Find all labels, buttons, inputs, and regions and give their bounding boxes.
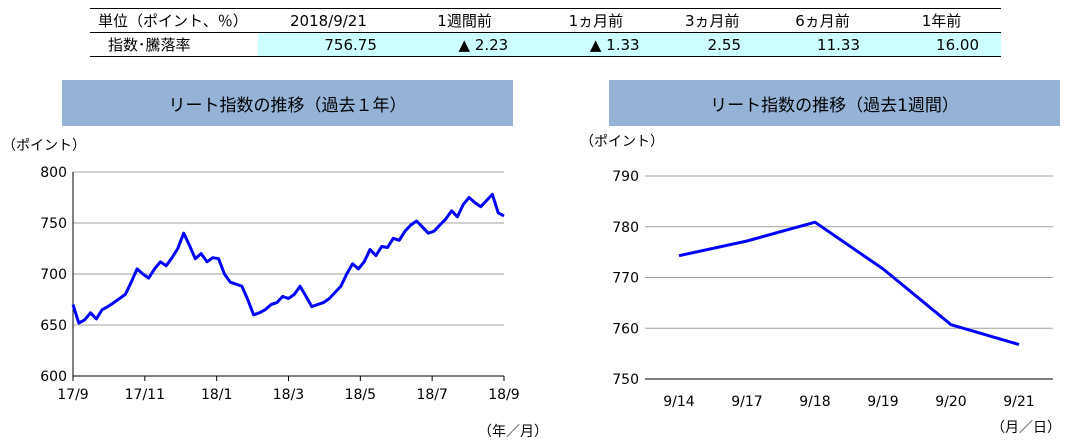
summary-row-label: 指数･騰落率 <box>90 32 258 57</box>
summary-header-6m: 6ヵ月前 <box>763 8 882 33</box>
summary-value-6m: 11.33 <box>763 32 882 57</box>
chart-1w-ytick-label: 770 <box>612 271 639 287</box>
chart-1w-xtick-label: 9/21 <box>1003 394 1034 410</box>
chart-1y-xtick-label: 18/5 <box>345 387 376 403</box>
chart-1y-ytick-label: 650 <box>40 318 67 334</box>
chart-1y-xtick-label: 17/11 <box>125 387 165 403</box>
chart-title-1w: リート指数の推移（過去1週間） <box>609 80 1060 126</box>
chart-1w-series-line <box>678 220 1020 346</box>
summary-header-unit: 単位（ポイント、％） <box>90 8 258 33</box>
chart-1y-xtick-label: 17/9 <box>57 387 88 403</box>
summary-header-1y: 1年前 <box>882 8 1001 33</box>
chart-1w-xtick-label: 9/14 <box>663 394 695 410</box>
chart-1y-series-line <box>71 192 505 325</box>
chart-1y-xtick-label: 18/7 <box>416 387 447 403</box>
chart-1w-ytick-label: 790 <box>612 169 639 185</box>
chart-1y-xtick-label: 18/9 <box>488 387 519 403</box>
summary-header-1w: 1週間前 <box>398 8 531 33</box>
summary-value-1w: ▲ 2.23 <box>398 32 531 57</box>
summary-value-1y: 16.00 <box>882 32 1001 57</box>
chart-1y-ytick-label: 700 <box>40 267 67 283</box>
chart-1y: （ポイント） （年／月） 600 650 700 750 800 17/9 17/11 18/… <box>2 138 545 440</box>
chart-1w: （ポイント） （月／日） 750 760 770 780 790 9/14 9/17 9/18… <box>580 134 1061 436</box>
summary-value-index: 756.75 <box>258 32 399 57</box>
summary-header-3m: 3ヵ月前 <box>661 8 764 33</box>
chart-1y-ytick-label: 600 <box>40 369 67 385</box>
chart-1y-xtick-label: 18/3 <box>273 387 304 403</box>
chart-1w-ylabel: （ポイント） <box>580 134 664 150</box>
summary-value-3m: 2.55 <box>661 32 764 57</box>
summary-header-date: 2018/9/21 <box>258 8 399 33</box>
chart-1y-ytick-label: 750 <box>40 216 67 232</box>
chart-1w-xtick-label: 9/19 <box>867 394 898 410</box>
chart-1y-xtick-label: 18/1 <box>201 387 232 403</box>
chart-1w-ytick-label: 780 <box>612 220 639 236</box>
chart-title-1y: リート指数の推移（過去１年） <box>62 80 513 126</box>
chart-1y-ylabel: （ポイント） <box>2 138 86 154</box>
summary-header-row: 単位（ポイント、％） 2018/9/21 1週間前 1ヵ月前 3ヵ月前 6ヵ月前… <box>90 8 1001 33</box>
summary-header-1m: 1ヵ月前 <box>530 8 662 33</box>
chart-1w-ytick-label: 750 <box>612 372 639 388</box>
chart-1y-xlabel: （年／月） <box>478 424 545 440</box>
chart-1w-xtick-label: 9/20 <box>935 394 966 410</box>
chart-1y-ytick-label: 800 <box>40 165 67 181</box>
summary-table: 単位（ポイント、％） 2018/9/21 1週間前 1ヵ月前 3ヵ月前 6ヵ月前… <box>90 8 1001 57</box>
chart-1w-xlabel: （月／日） <box>991 420 1061 436</box>
chart-1w-xtick-label: 9/18 <box>799 394 830 410</box>
summary-values-row: 指数･騰落率 756.75 ▲ 2.23 ▲ 1.33 2.55 11.33 1… <box>90 32 1001 57</box>
chart-1w-xtick-label: 9/17 <box>731 394 762 410</box>
chart-1w-ytick-label: 760 <box>612 321 639 337</box>
summary-value-1m: ▲ 1.33 <box>530 32 662 57</box>
